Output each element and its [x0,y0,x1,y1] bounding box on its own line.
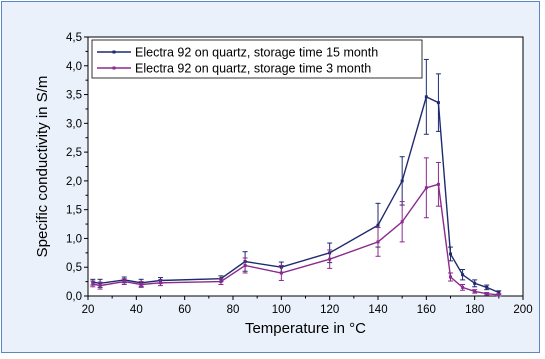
x-axis-title: Temperature in °C [245,320,366,337]
y-tick-label: 2,0 [66,176,82,188]
data-point [449,275,452,279]
y-tick-label: 1,0 [66,233,82,245]
data-point [243,263,247,267]
data-point [497,293,501,297]
x-tick-label: 40 [130,304,143,316]
x-tick-label: 160 [417,304,436,316]
data-point [485,285,489,289]
data-point [424,186,428,190]
legend-box [91,39,423,79]
data-point [449,252,452,256]
data-point [424,95,428,99]
data-point [497,291,501,295]
data-point [473,281,477,285]
data-point [122,280,126,284]
data-point [139,282,143,286]
x-tick-label: 60 [178,304,191,316]
series-line [92,95,500,294]
data-point [461,273,465,277]
series-layer [90,58,502,297]
data-point [473,289,477,293]
legend-marker [112,50,116,54]
x-tick-label: 20 [82,304,95,316]
data-point [91,282,95,286]
x-tick-label: 100 [272,304,291,316]
axis-ticks: 20 40 60 80 100 120 140 160 180 200 0,0 0,5 1,0 1,5 2,… [66,32,533,316]
x-tick-label: 140 [368,304,387,316]
y-tick-label: 1,5 [66,205,82,217]
data-point [328,257,332,261]
data-point [98,284,102,288]
legend: Electra 92 on quartz, storage time 15 mo… [91,39,423,79]
x-tick-label: 120 [320,304,339,316]
data-point [485,292,489,296]
x-tick-label: 180 [465,304,484,316]
y-axis-title: Specific conductivity in S/m [34,76,51,258]
legend-marker [112,66,116,70]
data-point [376,240,380,244]
y-tick-label: 4,5 [66,32,82,44]
y-tick-label: 3,0 [66,118,82,130]
y-tick-label: 0,0 [66,291,82,303]
data-point [400,179,404,183]
data-point [219,280,223,284]
data-point [376,223,380,227]
y-tick-label: 0,5 [66,262,82,274]
x-tick-label: 200 [513,304,532,316]
legend-label: Electra 92 on quartz, storage time 3 mon… [135,62,371,76]
data-point [400,220,404,224]
data-point [159,281,162,285]
data-point [436,101,440,105]
data-point [436,182,440,186]
data-point [461,285,465,289]
y-tick-label: 3,5 [66,90,82,102]
legend-label: Electra 92 on quartz, storage time 15 mo… [135,46,378,60]
series-line [92,183,499,296]
series-2 [90,157,502,297]
data-point [279,271,283,275]
x-tick-label: 80 [227,304,240,316]
y-tick-label: 2,5 [66,147,82,159]
y-tick-label: 4,0 [66,61,82,73]
